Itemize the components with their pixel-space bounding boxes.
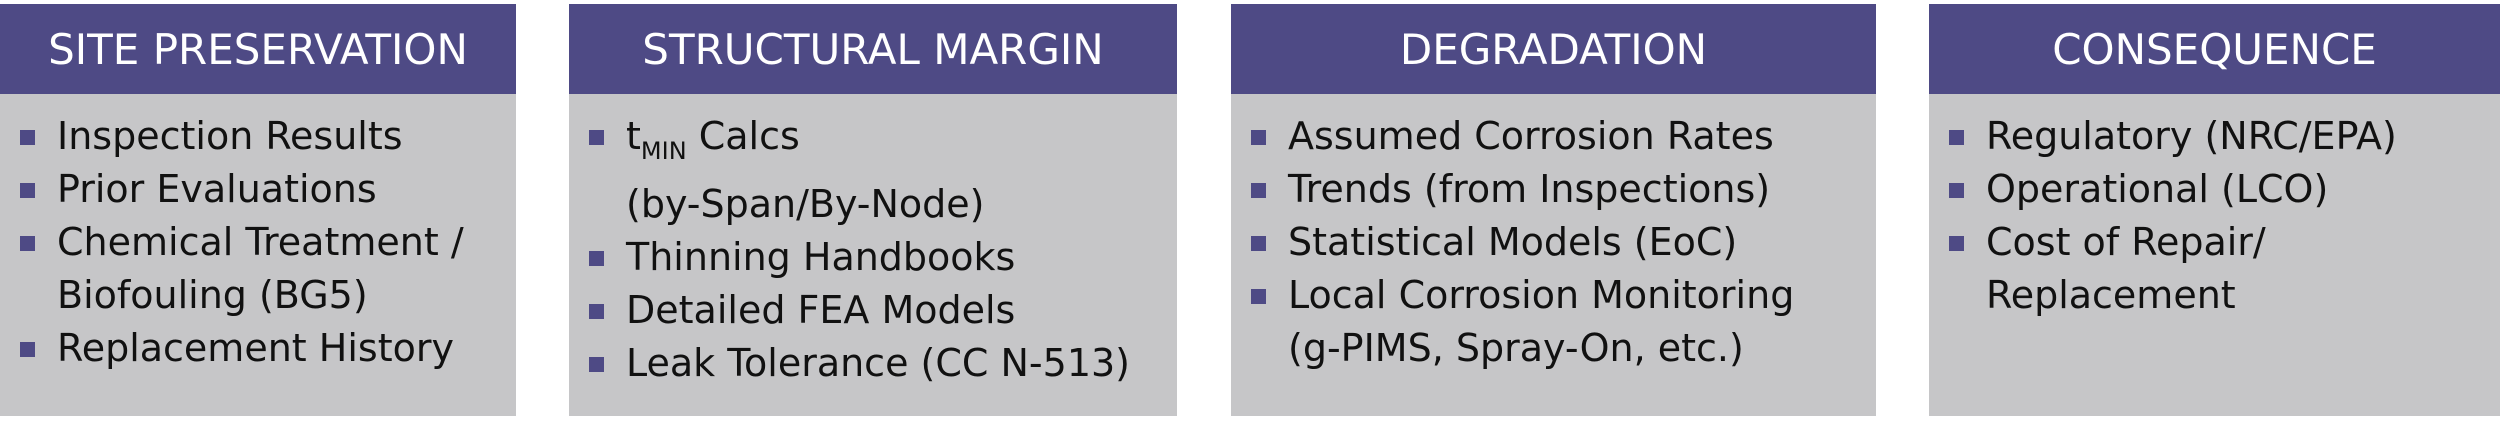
item-list: Regulatory (NRC/EPA) Operational (LCO) C… bbox=[1929, 94, 2500, 322]
panel-site-preservation: SITE PRESERVATION Inspection Results Pri… bbox=[0, 4, 516, 416]
square-bullet-icon bbox=[1251, 289, 1266, 304]
square-bullet-icon bbox=[589, 130, 604, 145]
list-item: Statistical Models (EoC) bbox=[1231, 216, 1876, 269]
list-item: Operational (LCO) bbox=[1929, 163, 2500, 216]
square-bullet-icon bbox=[589, 304, 604, 319]
item-list: Inspection Results Prior Evaluations Che… bbox=[0, 94, 516, 375]
square-bullet-icon bbox=[1251, 236, 1266, 251]
square-bullet-icon bbox=[20, 183, 35, 198]
square-bullet-icon bbox=[20, 236, 35, 251]
panel-title: SITE PRESERVATION bbox=[0, 4, 516, 94]
list-item: Prior Evaluations bbox=[0, 163, 516, 216]
square-bullet-icon bbox=[1251, 183, 1266, 198]
item-list: Assumed Corrosion Rates Trends (from Ins… bbox=[1231, 94, 1876, 375]
panel-title: CONSEQUENCE bbox=[1929, 4, 2500, 94]
list-item: tMIN Calcs (by-Span/By-Node) bbox=[569, 110, 1177, 231]
list-item: Trends (from Inspections) bbox=[1231, 163, 1876, 216]
square-bullet-icon bbox=[1251, 130, 1266, 145]
square-bullet-icon bbox=[1949, 236, 1964, 251]
list-item: Local Corrosion Monitoring (g-PIMS, Spray… bbox=[1231, 269, 1876, 375]
list-item: Cost of Repair/Replacement bbox=[1929, 216, 2500, 322]
panel-structural-margin: STRUCTURAL MARGIN tMIN Calcs (by-Span/By-… bbox=[569, 4, 1177, 416]
panel-degradation: DEGRADATION Assumed Corrosion Rates Tren… bbox=[1231, 4, 1876, 416]
square-bullet-icon bbox=[589, 357, 604, 372]
square-bullet-icon bbox=[589, 251, 604, 266]
square-bullet-icon bbox=[20, 342, 35, 357]
panel-title: STRUCTURAL MARGIN bbox=[569, 4, 1177, 94]
square-bullet-icon bbox=[1949, 130, 1964, 145]
list-item: Thinning Handbooks bbox=[569, 231, 1177, 284]
list-item: Replacement History bbox=[0, 322, 516, 375]
panel-title: DEGRADATION bbox=[1231, 4, 1876, 94]
list-item: Assumed Corrosion Rates bbox=[1231, 110, 1876, 163]
list-item: Detailed FEA Models bbox=[569, 284, 1177, 337]
list-item: Chemical Treatment / Biofouling (BG5) bbox=[0, 216, 516, 322]
square-bullet-icon bbox=[1949, 183, 1964, 198]
list-item: Regulatory (NRC/EPA) bbox=[1929, 110, 2500, 163]
item-list: tMIN Calcs (by-Span/By-Node) Thinning Han… bbox=[569, 94, 1177, 390]
panel-consequence: CONSEQUENCE Regulatory (NRC/EPA) Operati… bbox=[1929, 4, 2500, 416]
square-bullet-icon bbox=[20, 130, 35, 145]
list-item: Inspection Results bbox=[0, 110, 516, 163]
list-item: Leak Tolerance (CC N-513) bbox=[569, 337, 1177, 390]
